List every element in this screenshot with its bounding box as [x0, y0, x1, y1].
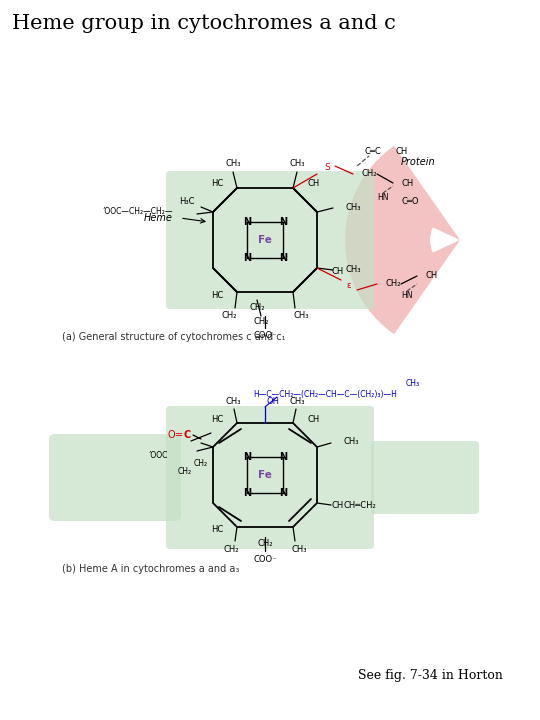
Text: CH: CH [425, 271, 437, 281]
Text: CH₂: CH₂ [249, 304, 265, 312]
Text: H—C—CH₂—(CH₂—CH—C—(CH₂)₃)—H: H—C—CH₂—(CH₂—CH—C—(CH₂)₃)—H [253, 390, 397, 400]
Text: C═O: C═O [401, 197, 418, 207]
Text: CH₃: CH₃ [345, 204, 361, 212]
Text: CH₃: CH₃ [289, 160, 305, 168]
Wedge shape [430, 228, 460, 253]
Text: CH₃: CH₃ [406, 379, 420, 387]
Text: See fig. 7-34 in Horton: See fig. 7-34 in Horton [357, 669, 502, 682]
Text: N: N [243, 253, 251, 263]
Wedge shape [345, 145, 460, 334]
Text: (a) General structure of cytochromes c and c₁: (a) General structure of cytochromes c a… [62, 332, 286, 342]
Text: CH: CH [331, 502, 343, 510]
Text: CH₂: CH₂ [361, 169, 376, 179]
Text: N: N [243, 452, 251, 462]
Text: HN: HN [401, 292, 413, 300]
FancyBboxPatch shape [49, 434, 181, 521]
Text: CH₂: CH₂ [221, 312, 237, 320]
Text: ε: ε [347, 282, 351, 290]
Text: OH: OH [267, 397, 280, 405]
Text: Fe: Fe [258, 235, 272, 245]
Text: CH₂: CH₂ [223, 544, 239, 554]
Text: HC: HC [211, 179, 223, 189]
Text: CH₂: CH₂ [257, 539, 273, 547]
Text: CH₂: CH₂ [178, 467, 192, 475]
Text: HN: HN [377, 194, 389, 202]
Text: Protein: Protein [401, 157, 436, 167]
Text: HC: HC [211, 292, 223, 300]
Text: CH: CH [307, 179, 319, 189]
Text: Heme: Heme [144, 213, 173, 223]
Text: COO⁻: COO⁻ [253, 331, 277, 341]
Text: CH₃: CH₃ [291, 544, 307, 554]
Text: N: N [279, 488, 287, 498]
Text: CH₃: CH₃ [289, 397, 305, 405]
Text: CH₃: CH₃ [293, 312, 309, 320]
Text: N: N [279, 452, 287, 462]
Text: C: C [184, 430, 191, 440]
Text: N: N [279, 253, 287, 263]
Text: HC: HC [211, 415, 223, 425]
Text: CH═CH₂: CH═CH₂ [343, 500, 376, 510]
Text: CH₂: CH₂ [385, 279, 401, 289]
Text: CH: CH [395, 148, 407, 156]
Text: H₃C: H₃C [179, 197, 195, 207]
Text: COO⁻: COO⁻ [253, 554, 277, 564]
FancyBboxPatch shape [166, 406, 374, 549]
Text: S: S [324, 163, 330, 173]
Text: HC: HC [211, 526, 223, 534]
Text: Heme group in cytochromes a and c: Heme group in cytochromes a and c [12, 14, 396, 33]
Text: (b) Heme A in cytochromes a and a₃: (b) Heme A in cytochromes a and a₃ [62, 564, 239, 574]
Text: ’OOC—CH₂—CH₂—: ’OOC—CH₂—CH₂— [103, 207, 173, 215]
Text: CH₃: CH₃ [225, 160, 241, 168]
Text: CH₃: CH₃ [225, 397, 241, 405]
Text: N: N [243, 217, 251, 227]
Text: CH₃: CH₃ [345, 266, 361, 274]
Text: CH: CH [401, 179, 413, 187]
Text: ’OOC: ’OOC [148, 451, 168, 459]
Text: N: N [243, 488, 251, 498]
Text: CH₂: CH₂ [194, 459, 208, 467]
Text: O: O [167, 430, 175, 440]
Text: =: = [175, 430, 183, 440]
Text: CH: CH [331, 268, 343, 276]
Text: C═C: C═C [364, 148, 381, 156]
FancyBboxPatch shape [371, 441, 479, 514]
Text: CH₂: CH₂ [253, 318, 269, 326]
FancyBboxPatch shape [166, 171, 374, 309]
Text: Fe: Fe [258, 470, 272, 480]
Text: CH₃: CH₃ [343, 438, 359, 446]
Text: CH: CH [307, 415, 319, 425]
Text: N: N [279, 217, 287, 227]
